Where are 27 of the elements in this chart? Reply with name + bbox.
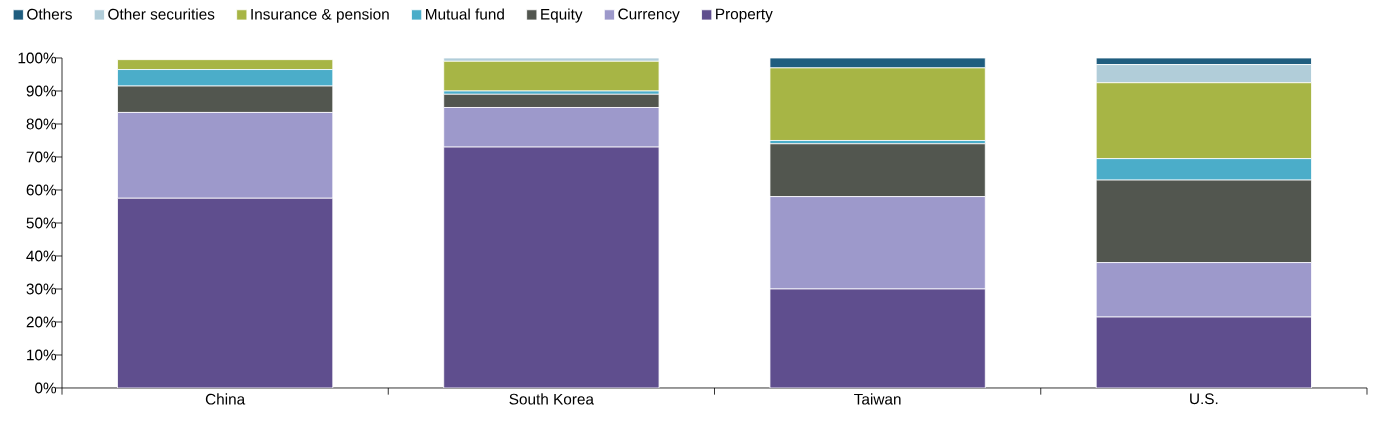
legend-label: Equity <box>541 8 583 23</box>
x-tick-label: South Korea <box>509 393 594 405</box>
y-tick-label: 90% <box>26 85 57 97</box>
y-tick-label: 20% <box>26 316 57 328</box>
y-tick-label: 60% <box>26 184 57 196</box>
y-tick-label: 0% <box>35 382 57 394</box>
y-tick-label: 80% <box>26 118 57 130</box>
bar <box>443 146 660 388</box>
y-tick-label: 100% <box>18 52 57 64</box>
bar <box>1095 316 1312 388</box>
legend-label: Property <box>716 8 773 23</box>
legend-label: Other securities <box>108 8 215 20</box>
y-tick-label: 10% <box>27 349 57 361</box>
y-tick-label: 70% <box>26 151 57 163</box>
y-tick-label: 50% <box>26 217 57 229</box>
legend-label: Currency <box>618 8 680 23</box>
legend-label: Others <box>27 8 72 20</box>
bar <box>1095 64 1312 84</box>
y-tick-label: 30% <box>26 283 57 295</box>
bar <box>769 288 986 388</box>
legend-label: Mutual fund <box>426 8 504 20</box>
bar <box>117 197 334 388</box>
legend-label: Insurance & pension <box>251 8 389 23</box>
y-tick-label: 40% <box>26 250 57 262</box>
x-tick-label: Taiwan <box>854 393 901 405</box>
x-tick-label: China <box>205 393 246 405</box>
x-tick-label: U.S. <box>1190 393 1218 405</box>
